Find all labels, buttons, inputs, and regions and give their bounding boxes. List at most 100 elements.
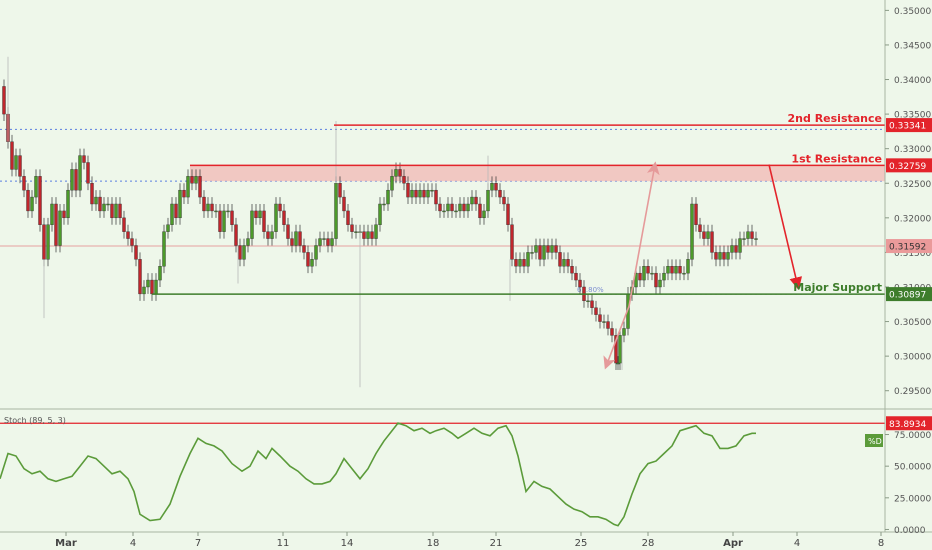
time-tick-label: 7 [195,538,201,549]
major-support-label: Major Support [793,281,882,294]
candle-body [222,210,226,232]
candle-body [178,189,182,219]
candle-body [362,231,366,239]
time-tick-label: 25 [575,538,588,549]
candle-body [270,231,274,239]
candle-body [14,155,18,170]
candle-body [526,252,530,267]
candle-body [682,272,686,275]
candle-body [506,203,510,225]
stoch-tick-label: 50.0000 [894,463,931,473]
candle-body [738,238,742,253]
candle-body [314,245,318,260]
candle-body [294,231,298,246]
candle-body [38,176,42,225]
candle-body [166,224,170,232]
candle-body [282,210,286,225]
candle-body [690,203,694,260]
price-tick-label: 0.33500 [894,111,931,121]
candle-body [746,231,750,239]
candle-body [406,183,410,198]
candle-body [254,210,258,219]
candle-body [422,189,426,198]
last-price-box [886,239,932,254]
candle-body [170,203,174,225]
first-resistance-price-box [886,158,932,173]
candle-body [718,252,722,260]
candle-body [306,252,310,267]
candle-body [542,245,546,260]
candle-body [102,203,106,212]
candle-body [566,259,570,267]
candle-body [86,162,90,184]
candle-body [698,224,702,232]
candle-body [78,155,82,191]
candle-body [722,252,726,260]
candle-body [702,231,706,239]
candle-body [394,169,398,177]
candle-body [334,183,338,239]
second-resistance-price-text: 0.33341 [889,122,926,132]
candle-body [430,189,434,192]
candle-body [534,245,538,253]
candle-body [182,189,186,198]
candle-body [150,279,154,295]
candle-body [442,210,446,213]
candle-body [386,189,390,205]
candle-body [574,272,578,281]
candle-body [494,183,498,191]
candle-body [750,231,754,239]
candle-body [162,231,166,267]
stoch-tick-label: 0.0000 [894,526,926,536]
candle-body [18,155,22,177]
candle-body [498,189,502,198]
candle-body [302,245,306,253]
candle-body [742,238,746,240]
second-resistance-price-box [886,118,932,133]
candles [2,56,758,388]
candle-body [354,231,358,233]
candle-body [330,238,334,246]
candle-body [50,203,54,225]
candle-body [366,231,370,239]
bearish-projection-arrow [768,164,803,291]
candle-body [94,196,98,205]
candle-body [122,217,126,232]
candle-body [486,189,490,212]
time-tick-label: 11 [277,538,290,549]
stochastic-title: Stoch (89, 5, 3) [4,416,66,425]
stoch-d-line [0,422,756,527]
candle-body [378,203,382,225]
recovery-arrow-down [603,306,630,370]
candle-body [570,266,574,274]
candle-body [490,183,494,191]
candle-body [686,259,690,274]
candle-body [338,183,342,198]
candle-body [470,196,474,205]
candle-body [242,245,246,260]
stochastic-pane: 83.8934 %D [0,416,932,527]
candle-body [278,203,282,212]
candle-body [462,203,466,212]
candle-body [474,196,478,205]
candle-body [274,203,278,232]
candle-body [694,203,698,225]
candle-body [606,321,610,329]
candle-body [382,203,386,206]
candle-body [158,266,162,281]
candle-body [414,189,418,198]
candle-body [74,169,78,191]
candle-body [350,224,354,232]
candle-body [426,189,430,198]
candle-body [710,231,714,253]
candle-body [616,362,620,365]
time-tick-label: 18 [427,538,440,549]
candle-body [410,189,414,198]
candle-body [174,203,178,219]
candle-body [26,189,30,212]
time-tick-label: 8 [878,538,884,549]
candle-body [510,224,514,260]
recovery-arrow-up [628,161,660,307]
